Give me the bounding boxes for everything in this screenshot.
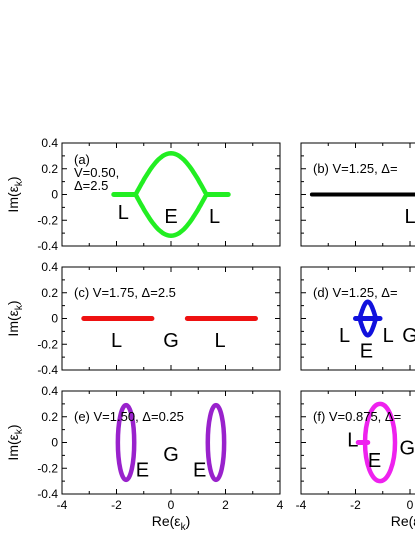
y-axis-label: Im(εk) [5, 300, 25, 336]
panel-a: 0.4 0.2 0 -0.2 -0.4 (a)V=0.50,Δ=2.5 L E L [37, 136, 281, 253]
y-tick-label: 0 [51, 436, 58, 450]
y-tick-label: 0.4 [41, 260, 58, 274]
y-tick-label: 0 [51, 312, 58, 326]
y-axis-label: Im(εk) [5, 424, 25, 460]
y-tick-label: 0.4 [41, 384, 58, 398]
region-label: L [209, 206, 220, 228]
panel-d: (d) V=1.25, Δ=LEL G [300, 266, 415, 371]
region-label: E [193, 459, 206, 481]
y-tick-label: -0.2 [37, 461, 58, 475]
x-tick-label: -4 [57, 498, 68, 512]
series-loop [133, 151, 209, 238]
y-tick-label: -0.2 [37, 337, 58, 351]
y-tick-label: 0.2 [41, 162, 58, 176]
series-loop [205, 402, 227, 483]
y-tick-label: -0.4 [37, 363, 58, 377]
region-label: L [214, 330, 225, 352]
x-tick-label: -2 [350, 498, 361, 512]
x-tick-label: -2 [111, 498, 122, 512]
x-tick-label: 0 [407, 498, 414, 512]
region-label: L [339, 325, 350, 347]
panel-frame [61, 142, 281, 247]
y-tick-label: -0.4 [37, 239, 58, 253]
x-axis-label: Re(εk) [391, 513, 415, 533]
panel-c: 0.4 0.2 0 -0.2 -0.4 (c) V=1.75, Δ=2.5 L G L [37, 260, 281, 377]
region-label: G [163, 330, 179, 352]
panel-annotation: (f) V=0.875, Δ= [313, 409, 401, 424]
panel-annotation: (b) V=1.25, Δ= [313, 161, 398, 176]
panel-b: (b) V=1.25, Δ= L [300, 142, 415, 247]
panel-e: 0.4 0.2 0 -0.2 -0.4 (e) V=1.50, Δ=0.25 EGE [37, 384, 281, 501]
panel-annotation: (e) V=1.50, Δ=0.25 [74, 409, 184, 424]
panel-frame [61, 390, 281, 495]
y-tick-label: 0.4 [41, 136, 58, 150]
panel-annotation: (d) V=1.25, Δ= [313, 285, 398, 300]
x-tick-label: 2 [222, 498, 229, 512]
y-tick-label: 0.2 [41, 410, 58, 424]
x-tick-label: -4 [296, 498, 307, 512]
region-label: L [404, 206, 415, 228]
y-tick-label: -0.4 [37, 487, 58, 501]
region-label: L [347, 430, 358, 452]
panel-annotation: V=0.50, [74, 165, 119, 180]
region-label: L [383, 325, 394, 347]
y-tick-label: 0.2 [41, 286, 58, 300]
series-loop [115, 402, 137, 483]
x-tick-label: 0 [168, 498, 175, 512]
region-label: G [402, 325, 415, 347]
region-label: L [118, 202, 129, 224]
y-tick-label: 0 [51, 188, 58, 202]
y-tick-label: -0.2 [37, 213, 58, 227]
region-label: E [136, 459, 149, 481]
region-label: L [111, 330, 122, 352]
panel-f: (f) V=0.875, Δ= LEG [300, 390, 415, 495]
region-label: E [164, 206, 177, 228]
panel-annotation: (a) [74, 152, 90, 167]
series-loop [357, 299, 379, 338]
panel-annotation: (c) V=1.75, Δ=2.5 [74, 285, 176, 300]
region-label: G [399, 437, 415, 459]
series-loop [362, 401, 398, 484]
y-axis-label: Im(εk) [5, 176, 25, 212]
x-tick-label: 4 [277, 498, 284, 512]
panel-annotation: Δ=2.5 [74, 178, 108, 193]
region-label: E [360, 340, 373, 362]
region-label: E [368, 450, 381, 472]
region-label: G [163, 444, 179, 466]
x-axis-label: Re(εk) [152, 513, 190, 533]
